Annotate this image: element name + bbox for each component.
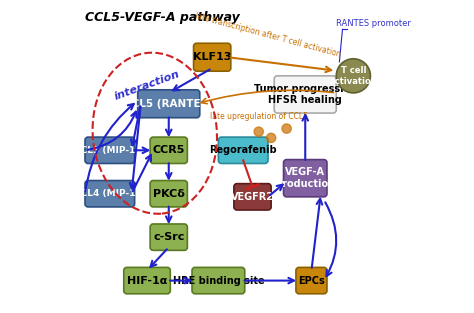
FancyBboxPatch shape xyxy=(150,181,187,207)
Text: CCL4 (MIP-1β): CCL4 (MIP-1β) xyxy=(74,189,146,198)
FancyBboxPatch shape xyxy=(283,160,327,197)
Text: VEGF-A
production: VEGF-A production xyxy=(275,167,335,189)
Circle shape xyxy=(336,59,370,93)
Text: HRE binding site: HRE binding site xyxy=(173,275,264,285)
FancyBboxPatch shape xyxy=(138,90,200,118)
Text: T cell
activation: T cell activation xyxy=(329,66,377,85)
FancyBboxPatch shape xyxy=(85,181,135,207)
FancyBboxPatch shape xyxy=(124,267,170,294)
Text: RANTES promoter: RANTES promoter xyxy=(336,18,411,28)
FancyBboxPatch shape xyxy=(85,137,135,163)
FancyBboxPatch shape xyxy=(192,267,245,294)
FancyBboxPatch shape xyxy=(234,184,271,210)
FancyBboxPatch shape xyxy=(193,43,231,71)
Text: CCL3 (MIP-1α): CCL3 (MIP-1α) xyxy=(74,146,146,155)
Text: Tumor progression
HFSR healing: Tumor progression HFSR healing xyxy=(254,84,357,105)
Text: CCL5-VEGF-A pathway: CCL5-VEGF-A pathway xyxy=(85,11,240,24)
Text: EPCs: EPCs xyxy=(298,275,325,285)
Circle shape xyxy=(254,127,264,136)
FancyBboxPatch shape xyxy=(296,267,327,294)
Text: Regorafenib: Regorafenib xyxy=(210,145,277,155)
Text: c-Src: c-Src xyxy=(153,232,184,242)
Text: PKCδ: PKCδ xyxy=(153,189,185,199)
Text: HIF-1α: HIF-1α xyxy=(127,275,167,285)
FancyBboxPatch shape xyxy=(274,76,336,113)
Text: late upregulation of CCL5: late upregulation of CCL5 xyxy=(210,112,308,121)
Circle shape xyxy=(266,133,276,142)
Text: CCL5 (RANTES): CCL5 (RANTES) xyxy=(124,99,213,109)
Text: VEGFR2: VEGFR2 xyxy=(231,192,274,202)
FancyBboxPatch shape xyxy=(150,224,187,250)
Text: late transcription after T cell activation: late transcription after T cell activati… xyxy=(194,12,342,59)
Text: CCR5: CCR5 xyxy=(153,145,185,155)
Text: KLF13: KLF13 xyxy=(193,52,231,62)
Text: interaction: interaction xyxy=(113,69,181,102)
FancyBboxPatch shape xyxy=(219,137,268,163)
Circle shape xyxy=(282,124,292,133)
FancyBboxPatch shape xyxy=(150,137,187,163)
